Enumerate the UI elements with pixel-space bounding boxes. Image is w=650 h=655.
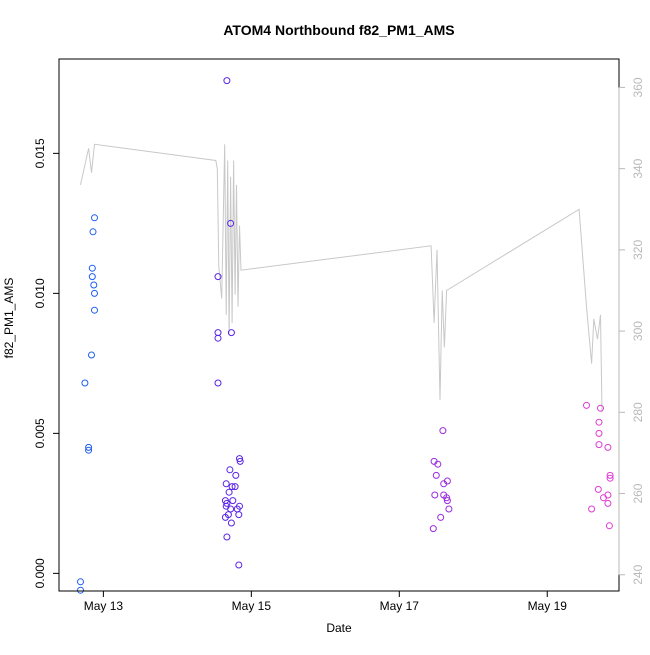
data-point <box>437 513 445 521</box>
data-point <box>231 483 239 491</box>
data-point <box>227 329 235 337</box>
data-point <box>81 379 89 387</box>
x-tick-label: May 19 <box>528 599 568 613</box>
data-point <box>443 497 451 505</box>
data-point <box>429 525 437 533</box>
secondary-y-tick-label: 260 <box>631 483 645 503</box>
data-point <box>214 379 222 387</box>
data-point <box>236 455 243 463</box>
x-tick-label: May 15 <box>232 599 272 613</box>
data-point <box>225 488 233 496</box>
data-point <box>91 214 98 222</box>
data-point <box>223 533 231 541</box>
x-tick-label: May 17 <box>380 599 420 613</box>
y-axis-label: f82_PM1_AMS <box>2 278 16 359</box>
data-point <box>228 483 236 491</box>
data-point <box>88 351 95 359</box>
data-point <box>214 334 222 342</box>
data-point <box>443 494 451 502</box>
data-point <box>236 457 244 465</box>
data-point <box>227 219 235 227</box>
data-point <box>597 404 604 412</box>
data-point <box>91 306 98 314</box>
y-tick-label: 0.005 <box>33 418 47 448</box>
data-point <box>89 228 97 236</box>
data-point <box>85 446 93 454</box>
data-point <box>594 485 602 493</box>
data-point <box>606 474 614 482</box>
data-point <box>229 497 237 505</box>
data-point <box>90 281 98 289</box>
data-point <box>235 561 243 569</box>
data-point <box>605 522 613 530</box>
secondary-y-tick-label: 340 <box>631 158 645 178</box>
data-point <box>77 578 84 586</box>
y-tick-label: 0.010 <box>33 278 47 308</box>
data-point <box>91 289 98 297</box>
x-axis: May 13 May 15 May 17 May 19 <box>84 590 568 613</box>
data-point <box>600 494 607 502</box>
y-tick-label: 0.000 <box>33 558 47 588</box>
data-point <box>88 273 96 281</box>
data-point <box>583 401 590 409</box>
secondary-y-tick-label: 360 <box>631 77 645 97</box>
x-axis-label: Date <box>326 621 352 635</box>
data-point <box>445 505 453 513</box>
points-group <box>77 77 614 594</box>
data-point <box>595 418 603 426</box>
secondary-y-tick-label: 320 <box>631 240 645 260</box>
data-point <box>227 519 235 527</box>
secondary-y-tick-label: 300 <box>631 321 645 341</box>
data-point <box>434 460 442 468</box>
data-point <box>214 273 222 281</box>
data-point <box>223 499 231 507</box>
x-tick-label: May 13 <box>84 599 124 613</box>
secondary-y-tick-label: 240 <box>631 564 645 584</box>
data-point <box>221 513 229 521</box>
data-point <box>443 477 451 485</box>
data-point <box>85 443 93 451</box>
data-point <box>77 586 84 594</box>
data-point <box>606 471 614 479</box>
data-point <box>226 466 234 474</box>
data-point <box>232 471 240 479</box>
line-series-group <box>80 143 603 413</box>
data-point <box>235 511 243 519</box>
secondary-y-tick-label: 280 <box>631 402 645 422</box>
data-point <box>88 264 96 272</box>
data-point <box>222 480 230 488</box>
right-axis-line-series <box>80 143 603 413</box>
data-point <box>604 499 612 507</box>
data-point <box>595 441 603 449</box>
data-point <box>588 505 596 513</box>
chart-title: ATOM4 Northbound f82_PM1_AMS <box>223 22 454 38</box>
secondary-y-axis: 240 260 280 300 320 340 360 <box>618 77 645 585</box>
data-point <box>604 443 612 451</box>
data-point <box>431 491 439 499</box>
y-tick-label: 0.015 <box>33 138 47 168</box>
data-point <box>439 427 447 435</box>
data-point <box>432 471 440 479</box>
data-point <box>223 77 231 85</box>
data-point <box>595 429 603 437</box>
y-axis: 0.000 0.005 0.010 0.015 <box>33 138 60 588</box>
data-point <box>236 502 243 510</box>
